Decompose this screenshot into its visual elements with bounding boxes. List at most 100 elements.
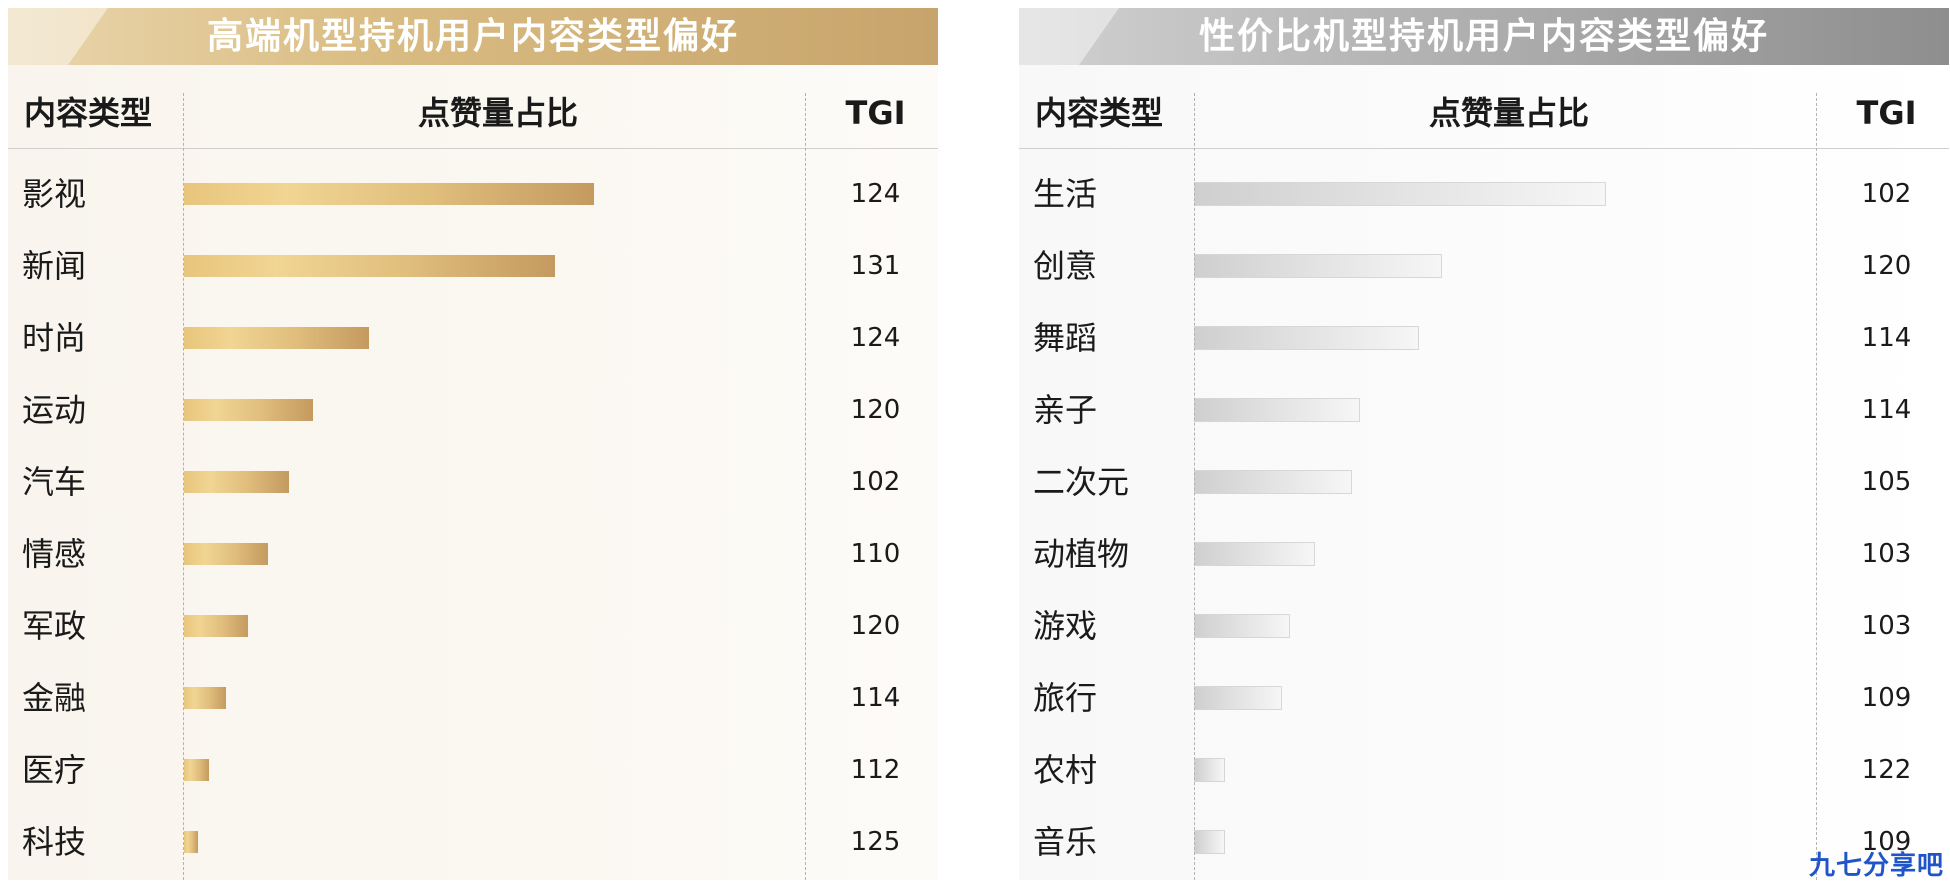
table-row: 影视 124 [8,158,938,230]
tgi-value: 131 [850,251,901,281]
table-row: 二次元 105 [1019,446,1949,518]
column-divider [1816,93,1817,880]
bar-医疗 [184,759,209,781]
category-label: 动植物 [1033,535,1130,573]
bar-运动 [184,399,313,421]
table-row: 舞蹈 114 [1019,302,1949,374]
header-divider [1019,148,1949,149]
table-row: 音乐 109 [1019,806,1949,878]
category-label: 医疗 [22,751,87,789]
bar-生活 [1195,183,1605,205]
value-banner: 性价比机型持机用户内容类型偏好 [1019,8,1949,65]
value-panel: 性价比机型持机用户内容类型偏好 内容类型 点赞量占比 TGI 生活 102 创意 12… [1019,8,1949,880]
table-row: 农村 122 [1019,734,1949,806]
premium-banner: 高端机型持机用户内容类型偏好 [8,8,938,65]
table-row: 医疗 112 [8,734,938,806]
tgi-value: 122 [1861,755,1912,785]
column-divider [183,93,184,880]
tgi-value: 114 [1861,395,1912,425]
bar-时尚 [184,327,369,349]
table-row: 情感 110 [8,518,938,590]
column-divider [805,93,806,880]
bar-二次元 [1195,471,1351,493]
table-row: 金融 114 [8,662,938,734]
bar-动植物 [1195,543,1314,565]
table-row: 生活 102 [1019,158,1949,230]
bar-游戏 [1195,615,1289,637]
bar-军政 [184,615,248,637]
header-content-type: 内容类型 [1035,94,1164,132]
bar-亲子 [1195,399,1359,421]
bar-汽车 [184,471,289,493]
tgi-value: 120 [850,611,901,641]
table-row: 新闻 131 [8,230,938,302]
tgi-value: 120 [850,395,901,425]
table-row: 亲子 114 [1019,374,1949,446]
bar-情感 [184,543,268,565]
category-label: 科技 [22,823,87,861]
category-label: 新闻 [22,247,87,285]
category-label: 汽车 [22,463,87,501]
header-like-share: 点赞量占比 [417,94,578,132]
bar-音乐 [1195,831,1224,853]
category-label: 生活 [1033,175,1098,213]
bar-新闻 [184,255,555,277]
category-label: 运动 [22,391,87,429]
category-label: 时尚 [22,319,87,357]
category-label: 亲子 [1033,391,1098,429]
header-divider [8,148,938,149]
tgi-value: 102 [1861,179,1912,209]
tgi-value: 109 [1861,683,1912,713]
tgi-value: 124 [850,323,901,353]
value-chart-title: 性价比机型持机用户内容类型偏好 [1198,16,1769,57]
table-row: 汽车 102 [8,446,938,518]
tgi-value: 114 [1861,323,1912,353]
table-row: 运动 120 [8,374,938,446]
bar-金融 [184,687,226,709]
table-row: 时尚 124 [8,302,938,374]
category-label: 情感 [22,535,87,573]
category-label: 旅行 [1033,679,1098,717]
category-label: 游戏 [1033,607,1098,645]
table-row: 游戏 103 [1019,590,1949,662]
header-tgi: TGI [1856,94,1917,132]
bar-舞蹈 [1195,327,1418,349]
bar-创意 [1195,255,1441,277]
premium-chart-title: 高端机型持机用户内容类型偏好 [206,16,739,57]
column-divider [1194,93,1195,880]
category-label: 军政 [22,607,87,645]
category-label: 二次元 [1033,463,1130,501]
bar-旅行 [1195,687,1281,709]
tgi-value: 124 [850,179,901,209]
bar-农村 [1195,759,1224,781]
category-label: 音乐 [1033,823,1098,861]
table-row: 创意 120 [1019,230,1949,302]
category-label: 金融 [22,679,87,717]
header-content-type: 内容类型 [24,94,153,132]
tgi-value: 125 [850,827,901,857]
table-row: 科技 125 [8,806,938,878]
bar-影视 [184,183,594,205]
table-row: 军政 120 [8,590,938,662]
premium-table-header: 内容类型 点赞量占比 TGI [8,78,938,148]
category-label: 农村 [1033,751,1098,789]
category-label: 影视 [22,175,87,213]
tgi-value: 120 [1861,251,1912,281]
tgi-value: 102 [850,467,901,497]
header-tgi: TGI [845,94,906,132]
bar-科技 [184,831,198,853]
tgi-value: 109 [1861,827,1912,857]
table-row: 旅行 109 [1019,662,1949,734]
watermark-logo: 九七分享吧 [1808,851,1944,881]
category-label: 舞蹈 [1033,319,1098,357]
table-row: 动植物 103 [1019,518,1949,590]
category-label: 创意 [1033,247,1098,285]
tgi-value: 103 [1861,611,1912,641]
value-table-header: 内容类型 点赞量占比 TGI [1019,78,1949,148]
tgi-value: 114 [850,683,901,713]
tgi-value: 110 [850,539,901,569]
tgi-value: 103 [1861,539,1912,569]
tgi-value: 105 [1861,467,1912,497]
premium-panel: 高端机型持机用户内容类型偏好 内容类型 点赞量占比 TGI 影视 124 新闻 131… [8,8,938,880]
tgi-value: 112 [850,755,901,785]
